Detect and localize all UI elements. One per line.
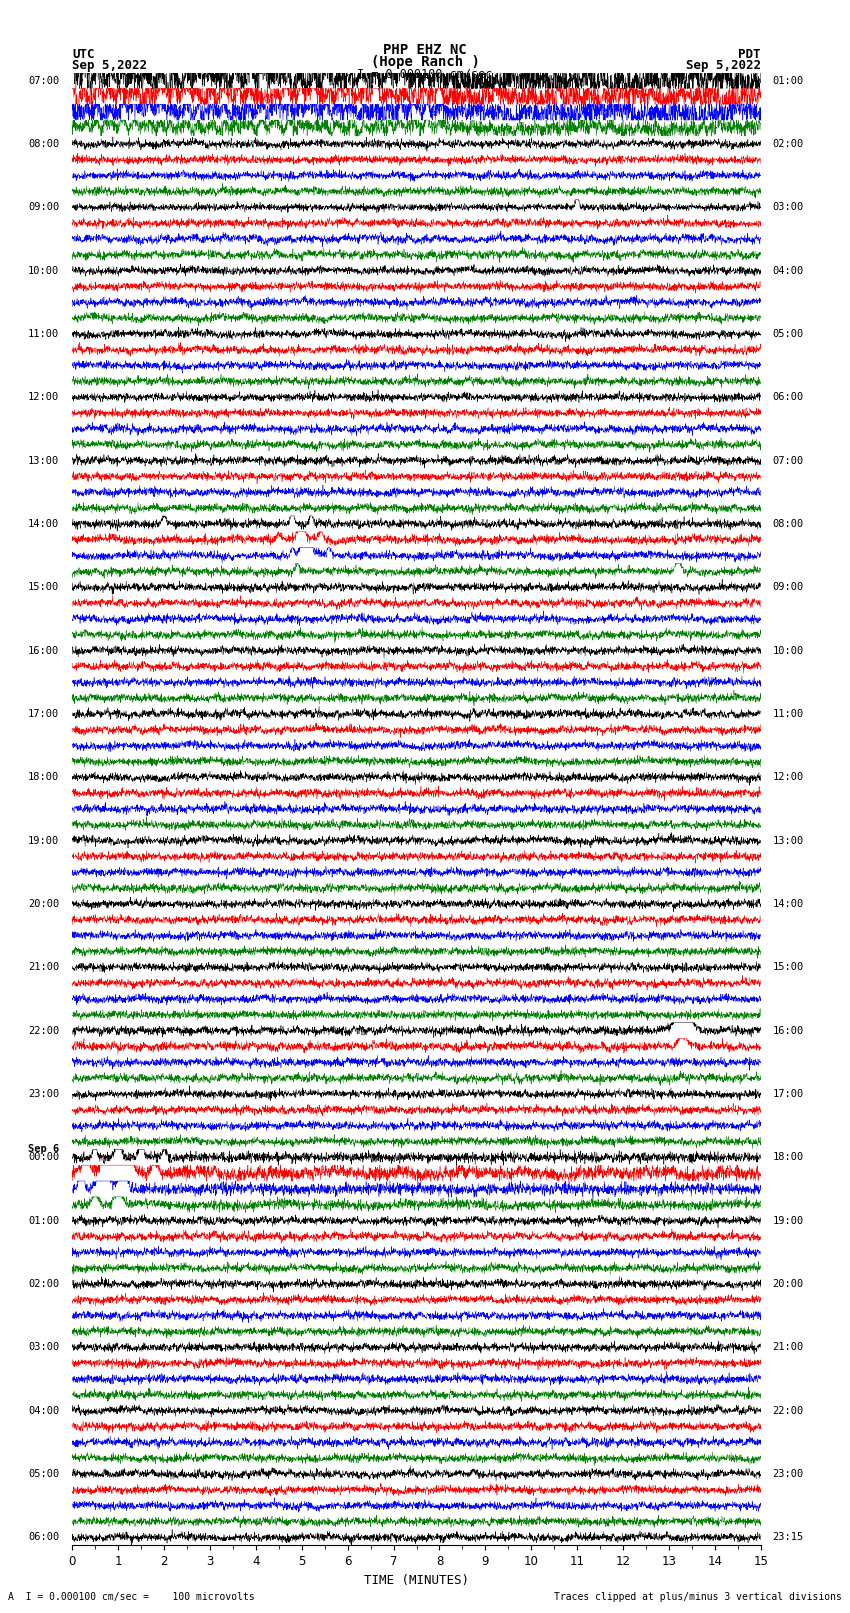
Text: 19:00: 19:00 <box>28 836 60 845</box>
Text: 07:00: 07:00 <box>28 76 60 85</box>
Text: 01:00: 01:00 <box>28 1216 60 1226</box>
Text: 04:00: 04:00 <box>772 266 803 276</box>
Text: PDT: PDT <box>739 48 761 61</box>
Text: 22:00: 22:00 <box>772 1405 803 1416</box>
Text: 02:00: 02:00 <box>28 1279 60 1289</box>
Text: Sep 5,2022: Sep 5,2022 <box>686 60 761 73</box>
Text: 08:00: 08:00 <box>28 139 60 148</box>
Text: 15:00: 15:00 <box>28 582 60 592</box>
Text: 23:00: 23:00 <box>772 1469 803 1479</box>
Text: 20:00: 20:00 <box>772 1279 803 1289</box>
Text: 17:00: 17:00 <box>28 708 60 719</box>
Text: Traces clipped at plus/minus 3 vertical divisions: Traces clipped at plus/minus 3 vertical … <box>553 1592 842 1602</box>
Text: 08:00: 08:00 <box>772 519 803 529</box>
X-axis label: TIME (MINUTES): TIME (MINUTES) <box>364 1574 469 1587</box>
Text: 21:00: 21:00 <box>28 963 60 973</box>
Text: 03:00: 03:00 <box>772 202 803 213</box>
Text: PHP EHZ NC: PHP EHZ NC <box>383 44 467 58</box>
Text: 00:00: 00:00 <box>28 1152 60 1163</box>
Text: 23:00: 23:00 <box>28 1089 60 1098</box>
Text: 05:00: 05:00 <box>772 329 803 339</box>
Text: (Hope Ranch ): (Hope Ranch ) <box>371 55 479 69</box>
Text: 23:15: 23:15 <box>772 1532 803 1542</box>
Text: 14:00: 14:00 <box>772 898 803 910</box>
Text: 11:00: 11:00 <box>772 708 803 719</box>
Text: I = 0.000100 cm/sec: I = 0.000100 cm/sec <box>357 68 493 81</box>
Text: Sep 6: Sep 6 <box>28 1144 60 1155</box>
Text: 16:00: 16:00 <box>772 1026 803 1036</box>
Text: 10:00: 10:00 <box>28 266 60 276</box>
Text: 20:00: 20:00 <box>28 898 60 910</box>
Text: 16:00: 16:00 <box>28 645 60 655</box>
Text: 06:00: 06:00 <box>772 392 803 402</box>
Text: 07:00: 07:00 <box>772 455 803 466</box>
Text: 10:00: 10:00 <box>772 645 803 655</box>
Text: Sep 5,2022: Sep 5,2022 <box>72 60 147 73</box>
Text: 14:00: 14:00 <box>28 519 60 529</box>
Text: 12:00: 12:00 <box>772 773 803 782</box>
Text: 09:00: 09:00 <box>28 202 60 213</box>
Text: 13:00: 13:00 <box>28 455 60 466</box>
Text: 19:00: 19:00 <box>772 1216 803 1226</box>
Text: 18:00: 18:00 <box>28 773 60 782</box>
Text: UTC: UTC <box>72 48 94 61</box>
Text: 01:00: 01:00 <box>772 76 803 85</box>
Text: 11:00: 11:00 <box>28 329 60 339</box>
Text: 12:00: 12:00 <box>28 392 60 402</box>
Text: 09:00: 09:00 <box>772 582 803 592</box>
Text: 02:00: 02:00 <box>772 139 803 148</box>
Text: 22:00: 22:00 <box>28 1026 60 1036</box>
Text: 17:00: 17:00 <box>772 1089 803 1098</box>
Text: 05:00: 05:00 <box>28 1469 60 1479</box>
Text: 06:00: 06:00 <box>28 1532 60 1542</box>
Text: 15:00: 15:00 <box>772 963 803 973</box>
Text: 04:00: 04:00 <box>28 1405 60 1416</box>
Text: 18:00: 18:00 <box>772 1152 803 1163</box>
Text: 13:00: 13:00 <box>772 836 803 845</box>
Text: A  I = 0.000100 cm/sec =    100 microvolts: A I = 0.000100 cm/sec = 100 microvolts <box>8 1592 255 1602</box>
Text: 03:00: 03:00 <box>28 1342 60 1352</box>
Text: 21:00: 21:00 <box>772 1342 803 1352</box>
